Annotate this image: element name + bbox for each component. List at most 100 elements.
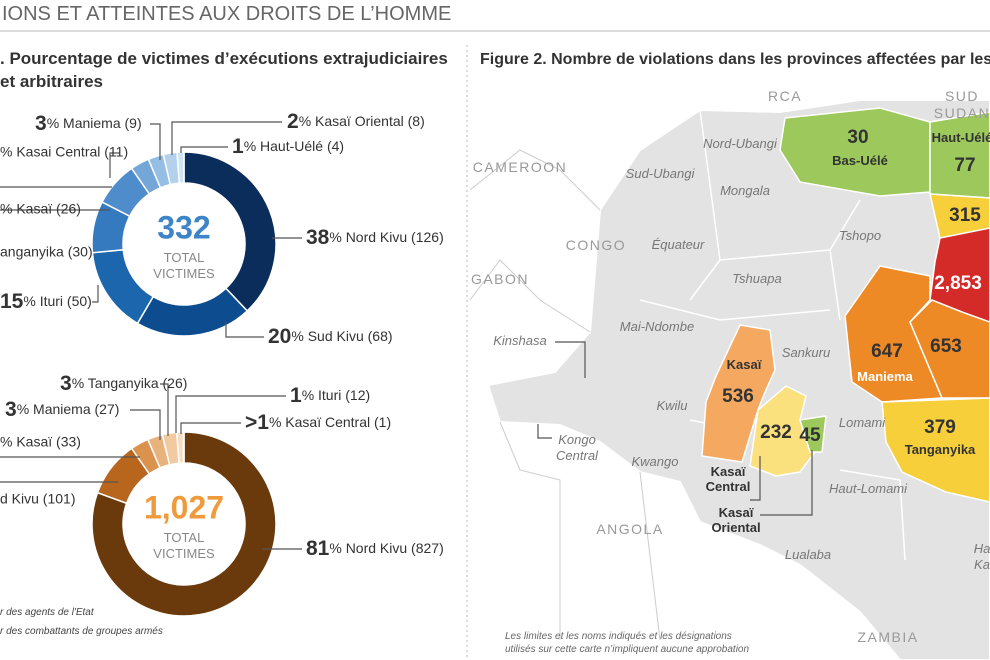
leader-line <box>175 395 286 433</box>
data-label-text: % Kasaï Central (1) <box>269 414 391 430</box>
province-label-line: Ha <box>974 541 990 556</box>
data-label-percent: 20 <box>268 325 291 348</box>
legend-note: r des agents de l'Etat <box>0 607 95 618</box>
data-label-percent: 3 <box>60 372 72 395</box>
province-name-line: Bas-Uélé <box>832 153 888 168</box>
data-label: % Kasaï (26) <box>0 201 81 217</box>
data-label-text: % Sud Kivu (68) <box>291 328 392 344</box>
province-label: Kwango <box>632 454 679 469</box>
total-label-line: VICTIMES <box>153 546 215 561</box>
legend-note-line: r des agents de l'Etat <box>0 607 95 618</box>
map-title-line: Figure 2. Nombre de violations dans les … <box>480 51 990 68</box>
data-label: 15% Ituri (50) <box>0 290 92 313</box>
data-label: 3% Maniema (9) <box>35 112 142 135</box>
province-name-line: Kasaï <box>711 464 746 479</box>
data-label-text: % Ituri (50) <box>23 293 91 309</box>
province-name: Haut-Uélé <box>932 130 990 145</box>
province-label: Équateur <box>652 237 705 252</box>
map-disclaimer-line: Les limites et les noms indiqués et les … <box>505 631 732 642</box>
province-label: Sankuru <box>782 345 830 360</box>
data-label-text: % Tanganyika (26) <box>72 375 188 391</box>
donut-segment <box>182 431 185 464</box>
province-label-line: Nord-Ubangi <box>703 136 778 151</box>
province-label: Lualaba <box>785 547 831 562</box>
province-name-line: Kasaï <box>727 357 762 372</box>
province-name-line: Kasaï <box>719 505 754 520</box>
leader-line <box>537 424 552 439</box>
country-name-line: CONGO <box>566 237 626 253</box>
data-label: >1% Kasaï Central (1) <box>245 411 391 434</box>
data-label: % Kasai Central (11) <box>0 144 128 160</box>
province-shape <box>779 107 931 197</box>
leader-line <box>180 422 241 434</box>
data-label-percent: 3 <box>5 398 17 421</box>
map-disclaimer: Les limites et les noms indiqués et les … <box>505 631 749 655</box>
data-label-percent: 1 <box>290 384 302 407</box>
country-name: GABON <box>471 271 529 287</box>
province-shape <box>929 193 990 243</box>
province-value: 647 <box>871 341 903 362</box>
province-label: Kwilu <box>656 398 687 413</box>
leader-line <box>109 152 120 178</box>
province-label-line: Équateur <box>652 237 705 252</box>
province-name: Tanganyika <box>905 442 976 457</box>
province-label-line: Kwango <box>632 454 679 469</box>
data-label-text: % Kasaï Oriental (8) <box>299 113 425 129</box>
data-label-text: % Nord Kivu (126) <box>329 229 443 245</box>
province-name: Kasaï Oriental <box>711 505 760 535</box>
country-name-line: CAMEROON <box>473 159 567 175</box>
country-name-line: ZAMBIA <box>857 629 918 645</box>
country-name-line: SUD <box>945 88 979 104</box>
province-label-line: Kwilu <box>656 398 687 413</box>
leader-line <box>150 123 161 160</box>
province-value: 45 <box>799 425 821 446</box>
province-value: 653 <box>930 336 962 357</box>
province-label-line: Kinshasa <box>493 333 546 348</box>
leader-line <box>760 450 813 516</box>
province-name-line: Central <box>706 479 751 494</box>
data-label-text: % Maniema (9) <box>47 115 142 131</box>
leader-line <box>225 322 264 338</box>
province-value: 2,853 <box>934 273 982 294</box>
province-shape <box>701 324 776 463</box>
province-label-line: Kongo <box>558 432 596 447</box>
province-label: Tshuapa <box>732 271 781 286</box>
data-label-text: % Ituri (12) <box>302 387 370 403</box>
country-name-line: ANGOLA <box>596 521 663 537</box>
data-label-percent: 38 <box>306 226 330 249</box>
province-label-line: Central <box>556 448 599 463</box>
province-name-line: Maniema <box>857 369 913 384</box>
province-label: Sud-Ubangi <box>626 166 696 181</box>
data-label-text: % Haut-Uélé (4) <box>244 138 344 154</box>
donut-segment <box>91 431 277 617</box>
leader-line <box>92 285 99 303</box>
data-label: 1% Ituri (12) <box>290 384 370 407</box>
province-label-line: Ka <box>974 557 990 572</box>
province-label-line: Lualaba <box>785 547 831 562</box>
total-value: 332 <box>157 209 210 245</box>
chart-title-line: . Pourcentage de victimes d’exécutions e… <box>0 49 448 68</box>
province-label: Ha Ka <box>974 541 990 572</box>
header-title: IONS ET ATTEINTES AUX DROITS DE L’HOMME <box>2 3 451 25</box>
country-name: ZAMBIA <box>857 629 918 645</box>
leader-line <box>555 341 586 378</box>
data-label: 3% Tanganyika (26) <box>60 372 187 395</box>
legend-note-line: r des combattants de groupes armés <box>0 626 163 637</box>
province-label: Kinshasa <box>493 333 546 348</box>
province-name-line: Oriental <box>711 520 760 535</box>
legend-note: r des combattants de groupes armés <box>0 626 163 637</box>
chart-title: . Pourcentage de victimes d’exécutions e… <box>0 49 448 91</box>
country-name-line: GABON <box>471 271 529 287</box>
province-name: Bas-Uélé <box>832 153 888 168</box>
donut-segment <box>176 151 185 184</box>
province-shape <box>909 299 990 399</box>
border-line <box>469 149 661 641</box>
province-label-line: Sud-Ubangi <box>626 166 696 181</box>
total-label-line: TOTAL <box>164 250 205 265</box>
leader-line <box>750 456 761 501</box>
data-label-percent: 1 <box>232 135 244 158</box>
province-label-line: Mai-Ndombe <box>620 319 694 334</box>
data-label: anganyika (30) <box>0 244 93 260</box>
province-label-line: Mongala <box>720 183 770 198</box>
